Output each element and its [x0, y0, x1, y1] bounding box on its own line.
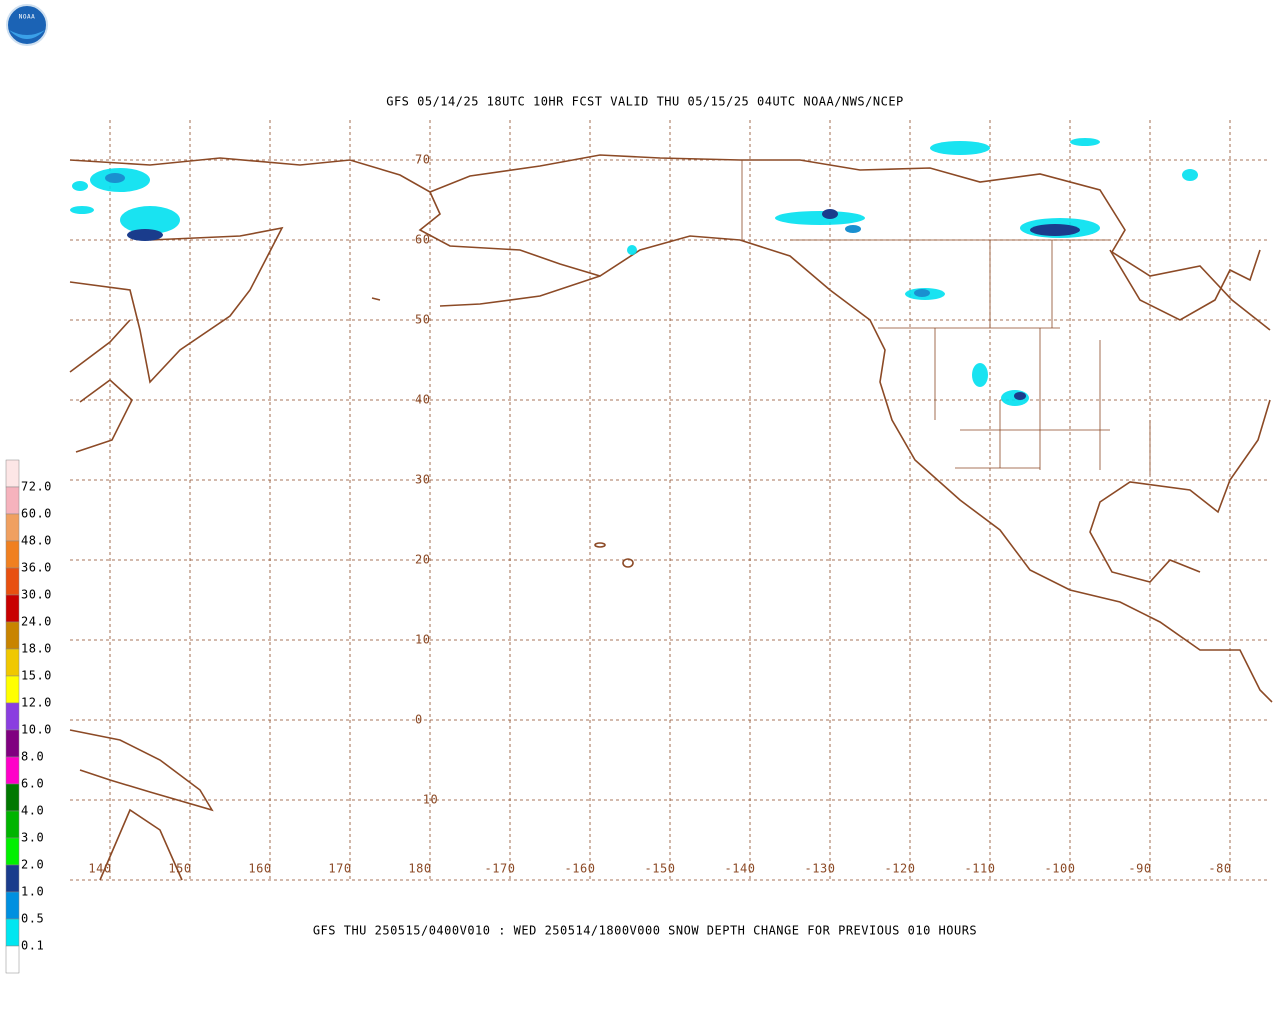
lat-label: -10	[415, 793, 438, 807]
lon-label: 150	[168, 862, 191, 876]
lat-label: 20	[415, 553, 430, 567]
lon-label: -100	[1045, 862, 1076, 876]
lon-label: 160	[248, 862, 271, 876]
legend-swatch	[5, 918, 20, 947]
legend-swatch	[5, 756, 20, 785]
legend-swatch	[5, 648, 20, 677]
legend-label: 60.0	[21, 507, 52, 521]
lat-label: 40	[415, 393, 430, 407]
lat-label: 30	[415, 473, 430, 487]
lon-label: 170	[328, 862, 351, 876]
coastlines	[69, 154, 1273, 881]
lon-label: 140	[88, 862, 111, 876]
legend-label: 4.0	[21, 804, 44, 818]
noaa-logo: NOAA	[6, 4, 48, 46]
legend-label: 8.0	[21, 750, 44, 764]
legend-swatch	[5, 675, 20, 704]
legend-label: 1.0	[21, 885, 44, 899]
map-title: GFS 05/14/25 18UTC 10HR FCST VALID THU 0…	[386, 95, 904, 109]
legend-swatch	[5, 459, 20, 488]
legend-label: 72.0	[21, 480, 52, 494]
legend-label: 48.0	[21, 534, 52, 548]
lon-label: -150	[645, 862, 676, 876]
lat-label: 10	[415, 633, 430, 647]
snow-depth-change	[70, 138, 1198, 406]
lon-label: -110	[965, 862, 996, 876]
legend-swatch	[5, 621, 20, 650]
logo-text: NOAA	[19, 14, 35, 21]
legend-swatch	[5, 837, 20, 866]
legend-swatch	[5, 945, 20, 974]
legend-label: 15.0	[21, 669, 52, 683]
legend-swatch	[5, 891, 20, 920]
legend-label: 3.0	[21, 831, 44, 845]
lon-label: -90	[1128, 862, 1151, 876]
legend: 72.0 60.0 48.0 36.0 30.0 24.0 18.0 15.0 12.0 10.0…	[5, 459, 52, 974]
lon-label: -170	[485, 862, 516, 876]
legend-swatch	[5, 810, 20, 839]
legend-swatch	[5, 729, 20, 758]
lon-label: -160	[565, 862, 596, 876]
legend-label: 2.0	[21, 858, 44, 872]
graticule: 70 60 50 40 30 20 10 0 -10 140 150 160 170 180 -170 -16…	[70, 120, 1270, 881]
legend-swatch	[5, 864, 20, 893]
legend-label: 30.0	[21, 588, 52, 602]
lat-label: 60	[415, 233, 430, 247]
legend-label: 18.0	[21, 642, 52, 656]
legend-label: 36.0	[21, 561, 52, 575]
legend-label: 0.5	[21, 912, 44, 926]
legend-swatch	[5, 513, 20, 542]
lon-label: 180	[408, 862, 431, 876]
lon-label: -80	[1208, 862, 1231, 876]
lat-label: 70	[415, 153, 430, 167]
legend-swatch	[5, 702, 20, 731]
legend-label: 12.0	[21, 696, 52, 710]
legend-swatch	[5, 486, 20, 515]
legend-swatch	[5, 540, 20, 569]
legend-label: 6.0	[21, 777, 44, 791]
lat-label: 50	[415, 313, 430, 327]
legend-label: 24.0	[21, 615, 52, 629]
legend-swatch	[5, 594, 20, 623]
lon-label: -140	[725, 862, 756, 876]
caption: GFS THU 250515/0400V010 : WED 250514/180…	[313, 924, 977, 938]
legend-swatch	[5, 783, 20, 812]
legend-label: 0.1	[21, 939, 44, 953]
legend-label: 10.0	[21, 723, 52, 737]
lat-label: 0	[415, 713, 423, 727]
lon-label: -130	[805, 862, 836, 876]
lon-label: -120	[885, 862, 916, 876]
legend-swatch	[5, 567, 20, 596]
